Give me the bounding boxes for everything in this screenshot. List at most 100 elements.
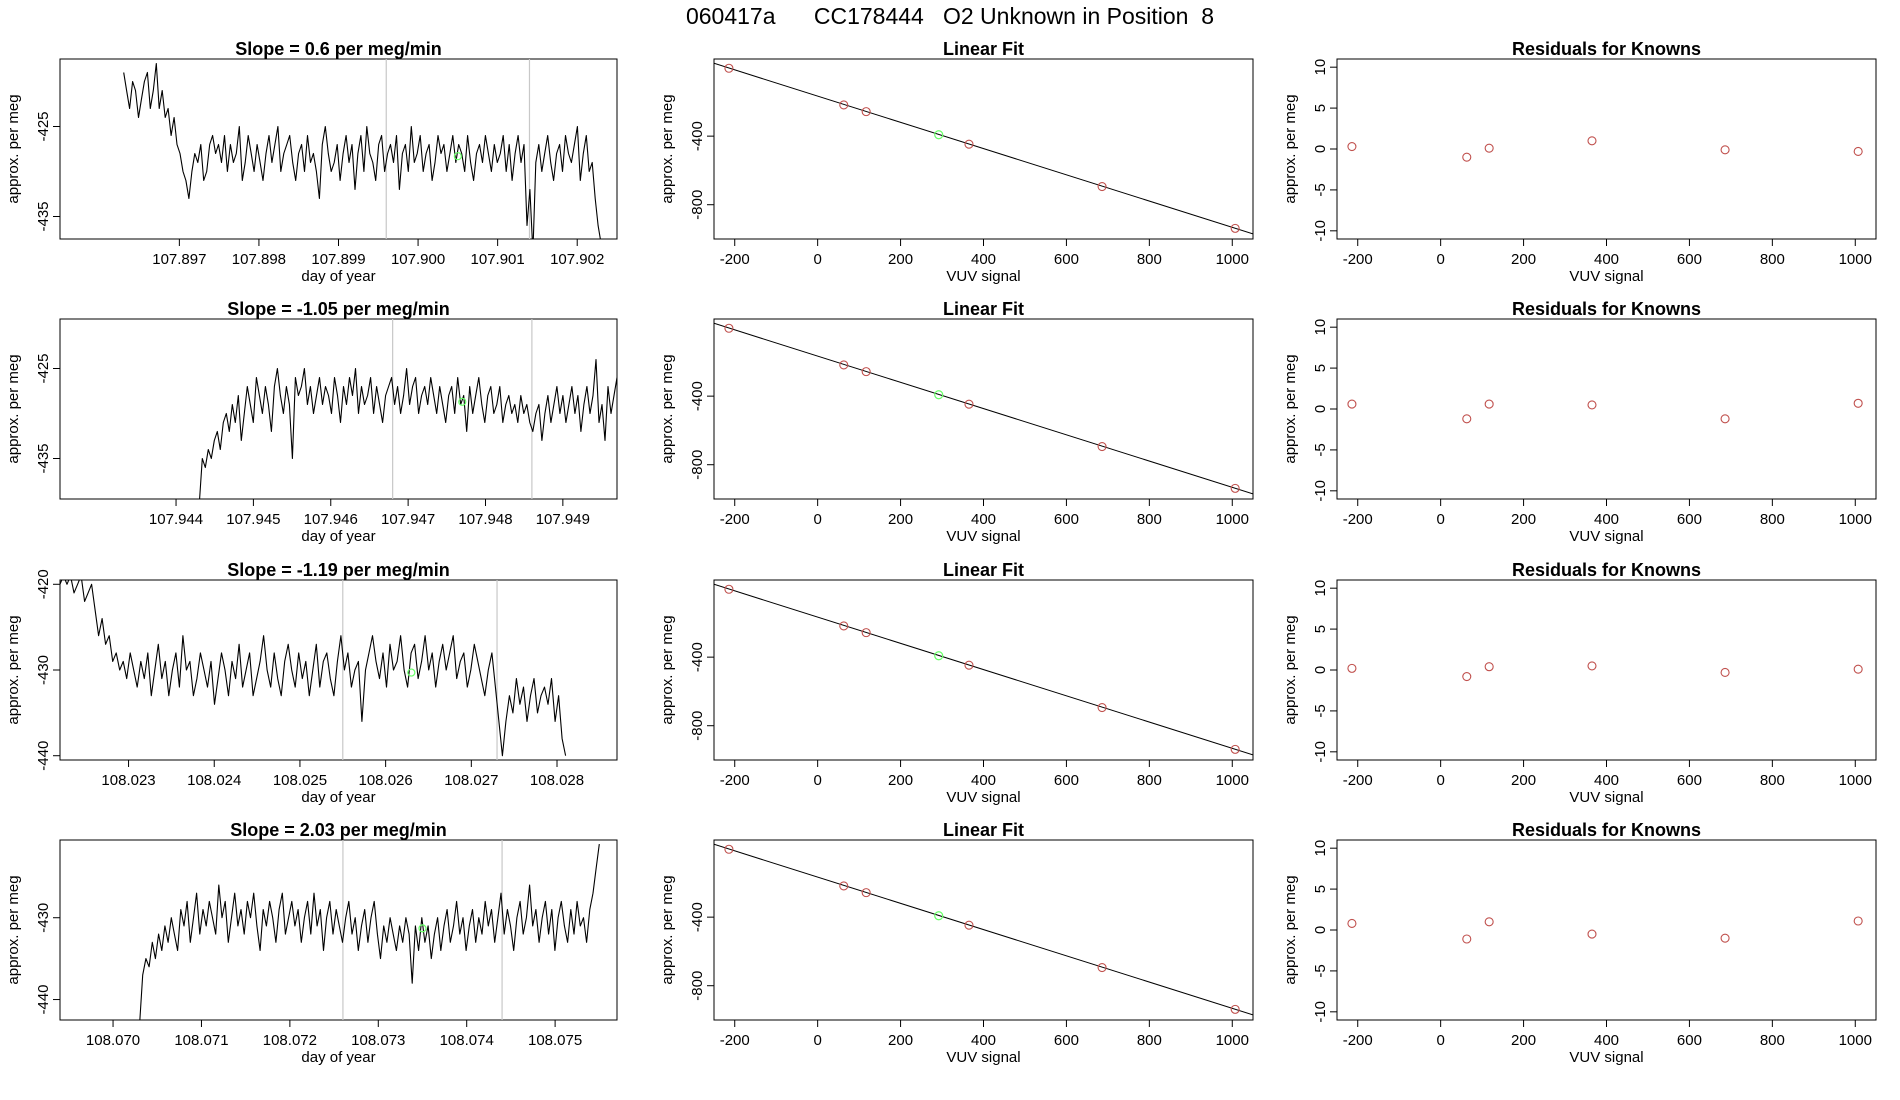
x-tick-label: 600 — [1677, 511, 1702, 528]
linear-fit-2-panel: Linear Fit -200 0 200 400 600 800 1000 VUV signa… — [659, 299, 1254, 545]
x-tick-label: 107.902 — [550, 251, 604, 268]
residual-point — [1462, 152, 1472, 162]
y-tick-label: -430 — [35, 903, 52, 933]
x-tick-label: 400 — [971, 772, 996, 789]
x-tick-label: -200 — [720, 772, 750, 789]
x-axis: -200 0 200 400 600 800 1000 — [1343, 1020, 1872, 1049]
plot-area — [714, 843, 1253, 1016]
known-point — [964, 139, 974, 149]
y-tick-label: 0 — [1312, 666, 1329, 674]
y-tick-label: -10 — [1312, 220, 1329, 242]
series-line — [139, 844, 600, 1020]
x-tick-label: 400 — [1594, 511, 1619, 528]
x-tick-label: 107.949 — [536, 511, 590, 528]
x-tick-label: -200 — [1343, 511, 1373, 528]
x-tick-label: 107.947 — [381, 511, 435, 528]
plot-area — [139, 840, 600, 1020]
x-tick-label: -200 — [1343, 1032, 1373, 1049]
known-point — [724, 844, 734, 854]
series-line — [199, 358, 617, 499]
x-tick-label: 1000 — [1839, 1032, 1872, 1049]
linear-fit-3-panel: Linear Fit -200 0 200 400 600 800 1000 VUV signa… — [659, 560, 1254, 806]
y-tick-label: -800 — [689, 711, 706, 741]
plot-area — [714, 583, 1253, 756]
x-tick-label: 107.944 — [149, 511, 203, 528]
y-axis-label: approx. per meg — [1282, 354, 1299, 463]
x-tick-label: 200 — [888, 1032, 913, 1049]
x-axis-label: day of year — [301, 268, 375, 285]
x-tick-label: 0 — [813, 251, 821, 268]
y-axis: 10 5 0 -5 -10 — [1312, 580, 1337, 763]
residual-point — [1720, 667, 1730, 678]
x-tick-label: 0 — [1436, 511, 1444, 528]
residual-point — [1587, 929, 1597, 939]
x-tick-label: 107.899 — [311, 251, 365, 268]
x-tick-label: 800 — [1760, 772, 1785, 789]
x-tick-label: 400 — [1594, 772, 1619, 789]
plot-area — [1347, 916, 1863, 944]
y-tick-label: 5 — [1312, 364, 1329, 372]
x-tick-label: -200 — [1343, 772, 1373, 789]
y-axis-label: approx. per meg — [659, 354, 676, 463]
x-axis: 108.023 108.024 108.025 108.026 108.027 108.0… — [101, 760, 584, 789]
x-tick-label: 108.074 — [440, 1032, 494, 1049]
y-axis: -425 -435 — [35, 353, 60, 474]
y-tick-label: 5 — [1312, 885, 1329, 893]
known-point — [724, 63, 734, 73]
y-tick-label: -400 — [689, 121, 706, 151]
y-tick-label: -10 — [1312, 1001, 1329, 1023]
residual-point — [1484, 917, 1494, 927]
x-axis: -200 0 200 400 600 800 1000 — [720, 239, 1249, 268]
y-axis: -400 -800 — [689, 381, 714, 480]
plot-frame — [1336, 318, 1877, 500]
y-axis: 10 5 0 -5 -10 — [1312, 319, 1337, 502]
x-tick-label: -200 — [720, 251, 750, 268]
unknown-point — [934, 130, 944, 140]
residual-point — [1853, 916, 1863, 926]
y-tick-label: -440 — [35, 741, 52, 771]
x-tick-label: 108.072 — [263, 1032, 317, 1049]
x-tick-label: 107.901 — [471, 251, 525, 268]
known-point — [1230, 744, 1240, 754]
unknown-point — [418, 924, 427, 933]
x-tick-label: 1000 — [1216, 1032, 1249, 1049]
x-tick-label: 108.028 — [530, 772, 584, 789]
residuals-1-panel: Residuals for Knowns-200 0 200 400 600 800 100… — [1282, 39, 1877, 285]
x-tick-label: 107.897 — [152, 251, 206, 268]
residuals-4-panel: Residuals for Knowns-200 0 200 400 600 800 100… — [1282, 820, 1877, 1066]
fit-line — [714, 322, 1253, 495]
x-tick-label: 400 — [971, 511, 996, 528]
known-point — [861, 888, 871, 898]
residual-point — [1720, 145, 1730, 155]
y-tick-label: -435 — [35, 443, 52, 473]
y-axis: -430 -440 — [35, 903, 60, 1015]
y-tick-label: -5 — [1312, 183, 1329, 196]
x-tick-label: 1000 — [1839, 772, 1872, 789]
residual-point — [1462, 671, 1472, 682]
fit-line — [714, 62, 1253, 235]
x-tick-label: 400 — [1594, 251, 1619, 268]
x-axis-label: day of year — [301, 1049, 375, 1066]
plot-area — [714, 322, 1253, 495]
x-axis: 107.944 107.945 107.946 107.947 107.948 107.9… — [149, 499, 590, 528]
x-axis-label: VUV signal — [1569, 528, 1643, 545]
x-axis-label: day of year — [301, 789, 375, 806]
known-point — [1097, 441, 1107, 452]
x-axis: -200 0 200 400 600 800 1000 — [720, 1020, 1249, 1049]
y-tick-label: -10 — [1312, 480, 1329, 502]
y-axis-label: approx. per meg — [1282, 94, 1299, 203]
x-tick-label: 108.075 — [528, 1032, 582, 1049]
plot-frame — [59, 839, 618, 1021]
x-axis-label: VUV signal — [1569, 789, 1643, 806]
known-point — [1230, 1004, 1240, 1014]
series-line — [123, 62, 601, 239]
y-axis-label: approx. per meg — [5, 875, 22, 984]
known-point — [839, 621, 849, 631]
x-tick-label: 600 — [1677, 772, 1702, 789]
plot-area — [714, 62, 1253, 235]
x-tick-label: 200 — [1511, 511, 1536, 528]
y-tick-label: -425 — [35, 111, 52, 141]
x-axis: -200 0 200 400 600 800 1000 — [1343, 760, 1872, 789]
